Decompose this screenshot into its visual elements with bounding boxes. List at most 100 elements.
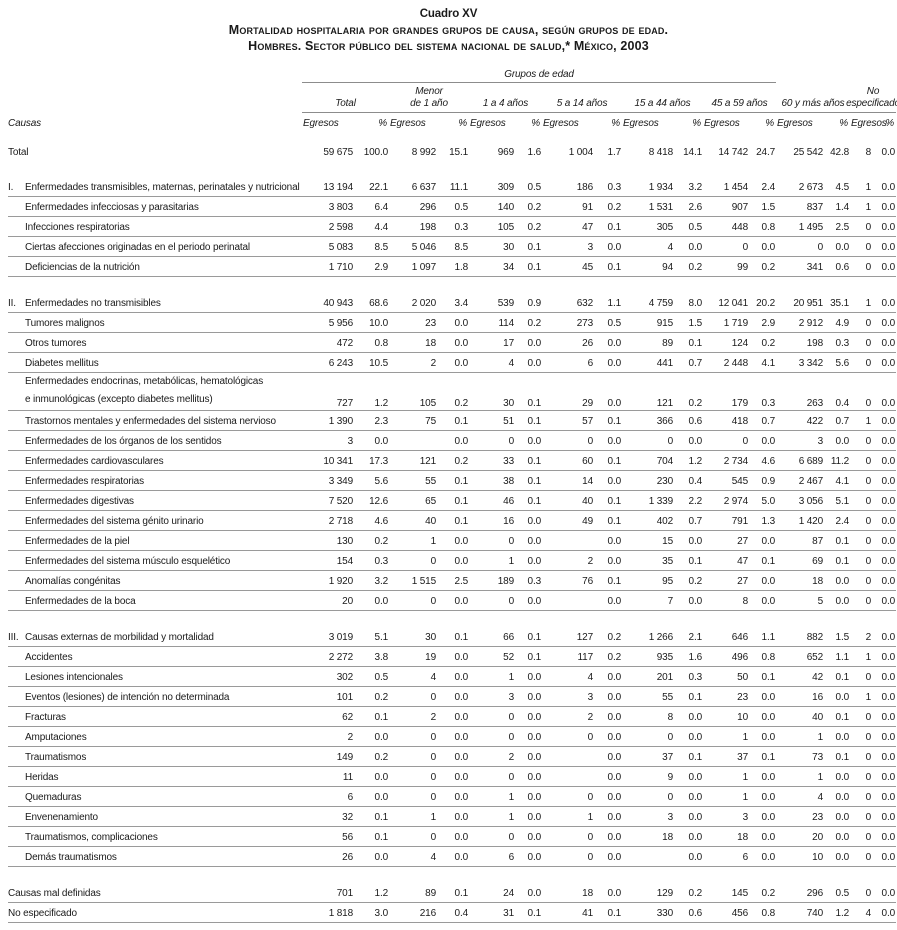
cell-pct: 0.0 xyxy=(761,596,776,607)
cell-egresos: 2 xyxy=(587,556,594,567)
cell-pct: 0.0 xyxy=(881,222,896,233)
row-label-text: Tumores malignos xyxy=(25,318,105,329)
cell-egresos: 422 xyxy=(806,416,823,427)
row-numeral: I. xyxy=(8,182,14,193)
table-row: Amputaciones 2 0.0 0 0.0 0 0.0 0 0.0 0 0.0 1 0.0 1 0.0… xyxy=(8,727,896,747)
cell-pct: 0.1 xyxy=(688,752,703,763)
cell-pct: 0.0 xyxy=(374,732,389,743)
cell-pct: 10.0 xyxy=(369,318,388,329)
cell-egresos: 0 xyxy=(667,436,674,447)
cell-egresos: 1 719 xyxy=(723,318,748,329)
row-label-text: Enfermedades respiratorias xyxy=(25,476,144,487)
row-label: Heridas xyxy=(8,772,302,786)
row-label: Total xyxy=(8,147,302,161)
cell-egresos: 50 xyxy=(737,672,748,683)
column-group-label: 1 a 4 años xyxy=(469,83,542,113)
cell-egresos: 0 xyxy=(587,832,594,843)
cell-pct: 0.0 xyxy=(881,456,896,467)
cell-pct: 0.0 xyxy=(527,672,542,683)
cell-egresos: 366 xyxy=(656,416,673,427)
cell-egresos: 0 xyxy=(742,242,749,253)
row-numeral: III. xyxy=(8,632,19,643)
cell-egresos: 40 xyxy=(425,516,436,527)
table-title-line2: Hombres. Sector público del sistema naci… xyxy=(248,39,649,53)
cell-egresos: 56 xyxy=(342,832,353,843)
cell-pct: 3.4 xyxy=(454,298,469,309)
cell-pct: 2.4 xyxy=(835,516,850,527)
row-label: III. Causas externas de morbilidad y mort… xyxy=(8,632,302,646)
cell-pct: 0.0 xyxy=(881,576,896,587)
cell-pct: 5.0 xyxy=(761,496,776,507)
cell-egresos: 5 956 xyxy=(328,318,353,329)
cell-pct: 0.3 xyxy=(835,338,850,349)
cell-pct: 0.0 xyxy=(607,692,622,703)
cell-egresos: 66 xyxy=(503,632,514,643)
cell-pct: 3.2 xyxy=(688,182,703,193)
cell-egresos: 907 xyxy=(731,202,748,213)
cell-egresos: 73 xyxy=(812,752,823,763)
cell-pct: 3.2 xyxy=(374,576,389,587)
cell-pct: 0.0 xyxy=(881,202,896,213)
cell-egresos: 17 xyxy=(503,338,514,349)
cell-egresos: 0 xyxy=(865,556,872,567)
cell-egresos: 0 xyxy=(865,476,872,487)
cell-egresos: 101 xyxy=(336,692,353,703)
cell-egresos: 32 xyxy=(342,812,353,823)
cell-egresos: 18 xyxy=(425,338,436,349)
cell-egresos: 216 xyxy=(419,908,436,919)
table-title-line1: Mortalidad hospitalaria por grandes grup… xyxy=(228,23,669,37)
cell-pct: 0.0 xyxy=(835,732,850,743)
cell-egresos: 1 818 xyxy=(328,908,353,919)
cell-egresos: 42 xyxy=(812,672,823,683)
cell-egresos: 1 xyxy=(587,812,594,823)
cell-pct: 2.9 xyxy=(761,318,776,329)
cell-pct: 0.3 xyxy=(454,222,469,233)
cell-egresos: 0 xyxy=(430,596,437,607)
cell-egresos: 37 xyxy=(737,752,748,763)
cell-egresos: 2 xyxy=(865,632,872,643)
table-number: Cuadro XV xyxy=(419,8,478,20)
cell-egresos: 1 xyxy=(817,772,824,783)
cell-pct: 0.0 xyxy=(835,242,850,253)
subheader-egresos: Egresos xyxy=(851,118,887,129)
cell-pct: 0.2 xyxy=(454,398,469,409)
cell-egresos: 0 xyxy=(865,672,872,683)
cell-pct: 0.1 xyxy=(527,416,542,427)
cell-egresos: 273 xyxy=(576,318,593,329)
cell-egresos: 1 339 xyxy=(648,496,673,507)
cell-pct: 0.0 xyxy=(454,338,469,349)
cell-pct: 0.1 xyxy=(607,908,622,919)
cell-pct: 11.2 xyxy=(830,456,849,467)
cell-egresos: 0 xyxy=(865,242,872,253)
cell-egresos xyxy=(542,547,594,550)
cell-pct: 0.2 xyxy=(688,888,703,899)
column-group-label: Menor de 1 año xyxy=(389,83,469,113)
cell-egresos: 3 xyxy=(667,812,674,823)
cell-egresos: 3 xyxy=(587,242,594,253)
cell-pct: 0.0 xyxy=(688,832,703,843)
cell-egresos: 40 943 xyxy=(323,298,353,309)
cell-pct: 0.0 xyxy=(881,242,896,253)
cell-egresos: 0 xyxy=(508,596,515,607)
subheader-pct: % xyxy=(611,118,620,129)
subheader-egresos: Egresos xyxy=(470,118,506,129)
cell-pct: 0.2 xyxy=(688,262,703,273)
cell-pct: 0.0 xyxy=(607,752,622,763)
cell-egresos: 701 xyxy=(336,888,353,899)
cell-pct: 0.0 xyxy=(454,536,469,547)
cell-pct: 0.0 xyxy=(688,852,703,863)
cell-egresos: 89 xyxy=(662,338,673,349)
cell-egresos: 0 xyxy=(865,596,872,607)
cell-egresos: 1 xyxy=(742,772,749,783)
cell-pct: 0.2 xyxy=(688,398,703,409)
cell-pct: 0.0 xyxy=(881,752,896,763)
cell-egresos: 0 xyxy=(587,436,594,447)
cell-egresos: 704 xyxy=(656,456,673,467)
cell-egresos: 140 xyxy=(497,202,514,213)
cell-pct: 0.0 xyxy=(688,792,703,803)
cell-pct: 0.0 xyxy=(374,596,389,607)
cell-pct: 0.0 xyxy=(881,516,896,527)
cell-pct: 0.2 xyxy=(527,222,542,233)
cell-egresos: 14 xyxy=(582,476,593,487)
cell-egresos: 30 xyxy=(503,242,514,253)
